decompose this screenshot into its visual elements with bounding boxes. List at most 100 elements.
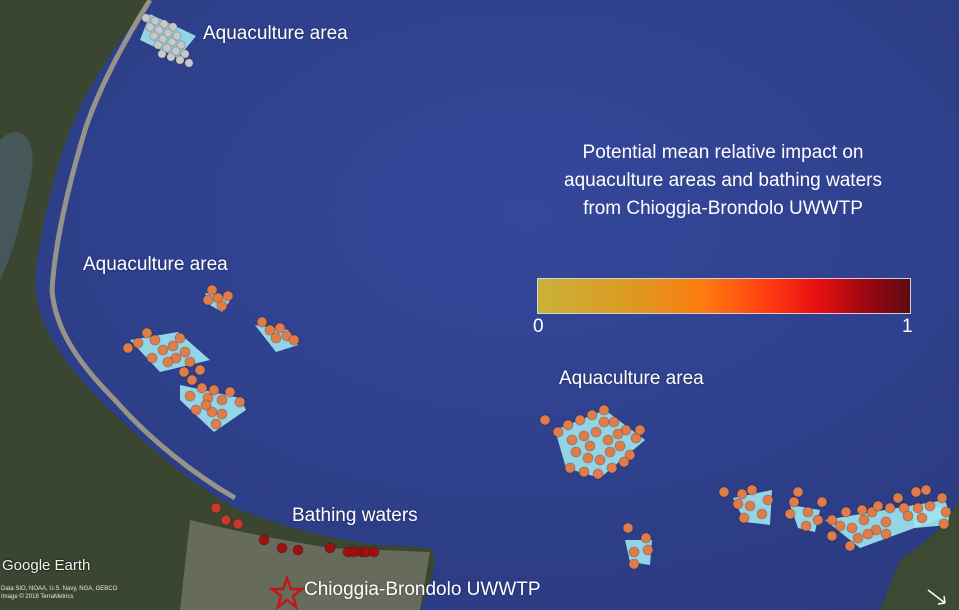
impact-marker[interactable]: [208, 384, 220, 396]
impact-marker[interactable]: [159, 19, 169, 29]
impact-marker[interactable]: [168, 22, 178, 32]
impact-marker[interactable]: [792, 486, 804, 498]
impact-marker[interactable]: [122, 342, 134, 354]
impact-marker[interactable]: [598, 404, 610, 416]
impact-marker[interactable]: [594, 454, 606, 466]
impact-marker[interactable]: [292, 544, 304, 556]
impact-marker[interactable]: [912, 502, 924, 514]
impact-marker[interactable]: [150, 16, 160, 26]
impact-marker[interactable]: [180, 49, 190, 59]
impact-marker[interactable]: [570, 446, 582, 458]
impact-marker[interactable]: [612, 428, 624, 440]
impact-marker[interactable]: [216, 408, 228, 420]
impact-marker[interactable]: [826, 530, 838, 542]
impact-marker[interactable]: [884, 502, 896, 514]
impact-marker[interactable]: [624, 449, 636, 461]
impact-marker[interactable]: [872, 500, 884, 512]
impact-marker[interactable]: [163, 28, 173, 38]
impact-marker[interactable]: [190, 404, 202, 416]
impact-marker[interactable]: [539, 414, 551, 426]
impact-marker[interactable]: [608, 416, 620, 428]
impact-marker[interactable]: [628, 558, 640, 570]
impact-marker[interactable]: [216, 394, 228, 406]
impact-marker[interactable]: [162, 356, 174, 368]
impact-marker[interactable]: [812, 514, 824, 526]
impact-marker[interactable]: [167, 37, 177, 47]
impact-marker[interactable]: [270, 332, 282, 344]
impact-marker[interactable]: [622, 522, 634, 534]
impact-marker[interactable]: [157, 49, 167, 59]
impact-marker[interactable]: [222, 290, 234, 302]
impact-marker[interactable]: [582, 452, 594, 464]
impact-marker[interactable]: [194, 364, 206, 376]
impact-marker[interactable]: [592, 468, 604, 480]
impact-marker[interactable]: [288, 334, 300, 346]
impact-marker[interactable]: [738, 512, 750, 524]
impact-marker[interactable]: [145, 22, 155, 32]
impact-marker[interactable]: [862, 528, 874, 540]
impact-marker[interactable]: [598, 416, 610, 428]
impact-marker[interactable]: [802, 506, 814, 518]
impact-marker[interactable]: [924, 500, 936, 512]
impact-marker[interactable]: [224, 386, 236, 398]
impact-marker[interactable]: [590, 426, 602, 438]
impact-marker[interactable]: [606, 462, 618, 474]
impact-marker[interactable]: [171, 46, 181, 56]
impact-marker[interactable]: [746, 484, 758, 496]
impact-marker[interactable]: [800, 520, 812, 532]
impact-marker[interactable]: [324, 542, 336, 554]
impact-marker[interactable]: [788, 496, 800, 508]
impact-marker[interactable]: [736, 488, 748, 500]
impact-marker[interactable]: [880, 528, 892, 540]
impact-marker[interactable]: [910, 486, 922, 498]
impact-marker[interactable]: [202, 294, 214, 306]
impact-marker[interactable]: [176, 40, 186, 50]
impact-marker[interactable]: [826, 514, 838, 526]
impact-marker[interactable]: [618, 456, 630, 468]
impact-marker[interactable]: [566, 434, 578, 446]
impact-marker[interactable]: [586, 409, 598, 421]
impact-marker[interactable]: [157, 344, 169, 356]
impact-marker[interactable]: [940, 506, 952, 518]
impact-marker[interactable]: [732, 498, 744, 510]
impact-marker[interactable]: [840, 506, 852, 518]
impact-marker[interactable]: [216, 300, 228, 312]
impact-marker[interactable]: [153, 40, 163, 50]
impact-marker[interactable]: [179, 346, 191, 358]
impact-marker[interactable]: [132, 337, 144, 349]
impact-marker[interactable]: [634, 424, 646, 436]
impact-marker[interactable]: [220, 514, 232, 526]
impact-marker[interactable]: [274, 322, 286, 334]
impact-marker[interactable]: [858, 514, 870, 526]
impact-marker[interactable]: [206, 284, 218, 296]
impact-marker[interactable]: [175, 55, 185, 65]
impact-marker[interactable]: [784, 508, 796, 520]
impact-marker[interactable]: [642, 544, 654, 556]
impact-marker[interactable]: [158, 34, 168, 44]
impact-marker[interactable]: [172, 31, 182, 41]
impact-marker[interactable]: [141, 327, 153, 339]
impact-marker[interactable]: [149, 334, 161, 346]
impact-marker[interactable]: [196, 382, 208, 394]
impact-marker[interactable]: [628, 546, 640, 558]
impact-marker[interactable]: [210, 502, 222, 514]
impact-marker[interactable]: [206, 406, 218, 418]
impact-marker[interactable]: [186, 374, 198, 386]
uwwtp-star-icon[interactable]: [268, 574, 306, 610]
impact-marker[interactable]: [178, 366, 190, 378]
impact-marker[interactable]: [844, 540, 856, 552]
impact-marker[interactable]: [574, 414, 586, 426]
impact-marker[interactable]: [258, 534, 270, 546]
impact-marker[interactable]: [184, 390, 196, 402]
impact-marker[interactable]: [184, 58, 194, 68]
impact-marker[interactable]: [936, 492, 948, 504]
impact-marker[interactable]: [264, 324, 276, 336]
impact-marker[interactable]: [640, 532, 652, 544]
impact-marker[interactable]: [141, 13, 151, 23]
impact-marker[interactable]: [834, 520, 846, 532]
impact-marker[interactable]: [816, 496, 828, 508]
impact-marker[interactable]: [856, 504, 868, 516]
impact-marker[interactable]: [762, 494, 774, 506]
impact-marker[interactable]: [232, 518, 244, 530]
impact-marker[interactable]: [584, 440, 596, 452]
